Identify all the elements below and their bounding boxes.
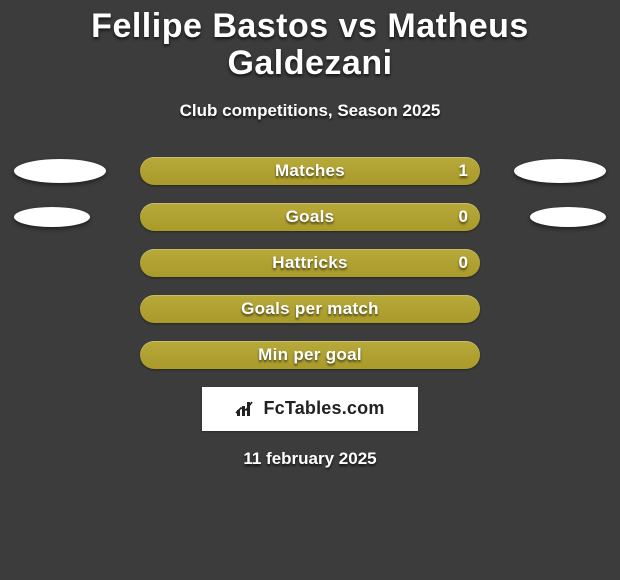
left-player-marker [14, 207, 90, 227]
footer-date: 11 february 2025 [0, 449, 620, 469]
stat-value: 0 [459, 207, 468, 227]
page-subtitle: Club competitions, Season 2025 [0, 101, 620, 121]
stat-row: Hattricks 0 [0, 249, 620, 277]
stat-label: Hattricks [272, 253, 347, 273]
stat-row: Min per goal [0, 341, 620, 369]
site-logo[interactable]: FcTables.com [202, 387, 418, 431]
stat-bar: Matches 1 [140, 157, 480, 185]
page-title: Fellipe Bastos vs Matheus Galdezani [0, 6, 620, 87]
stat-row: Goals per match [0, 295, 620, 323]
stat-rows: Matches 1 Goals 0 Hattricks 0 Goals per match M… [0, 157, 620, 369]
stat-row: Matches 1 [0, 157, 620, 185]
stat-label: Matches [275, 161, 345, 181]
stat-bar: Hattricks 0 [140, 249, 480, 277]
comparison-card: Fellipe Bastos vs Matheus Galdezani Club… [0, 0, 620, 580]
right-player-marker [514, 159, 606, 183]
stat-row: Goals 0 [0, 203, 620, 231]
stat-bar: Min per goal [140, 341, 480, 369]
right-player-marker [530, 207, 606, 227]
stat-bar: Goals per match [140, 295, 480, 323]
stat-bar: Goals 0 [140, 203, 480, 231]
bar-chart-icon [235, 400, 257, 418]
stat-value: 1 [459, 161, 468, 181]
stat-label: Goals per match [241, 299, 379, 319]
stat-label: Goals [286, 207, 335, 227]
left-player-marker [14, 159, 106, 183]
stat-value: 0 [459, 253, 468, 273]
site-logo-text: FcTables.com [263, 398, 384, 419]
stat-label: Min per goal [258, 345, 362, 365]
